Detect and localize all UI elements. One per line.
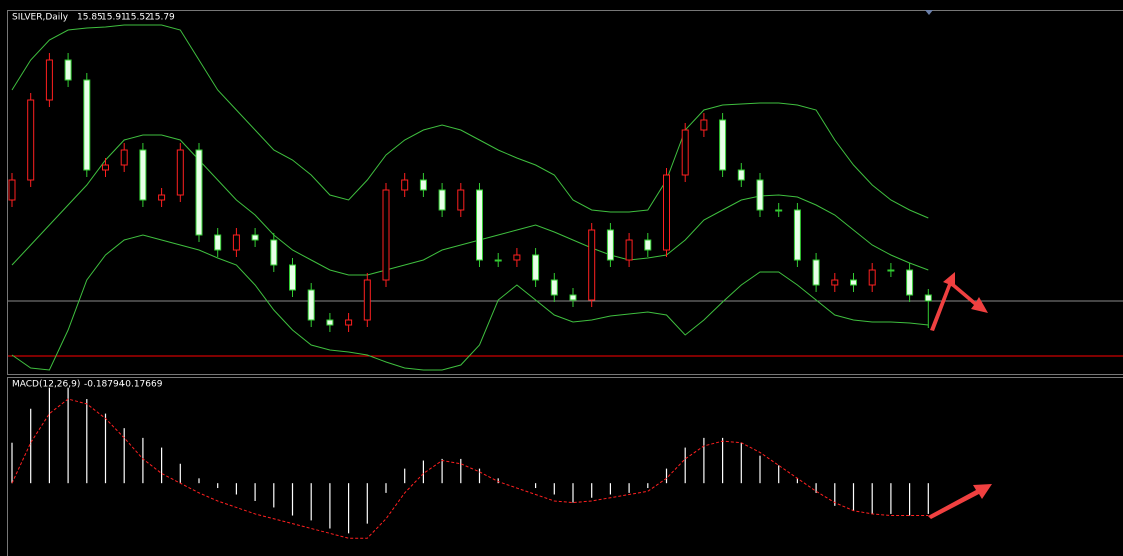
candle-body [176, 149, 184, 196]
candle-body [363, 279, 371, 321]
main-frame [7, 10, 1123, 375]
candle-body [625, 239, 633, 261]
candle-body [906, 269, 914, 296]
candle-body [663, 174, 670, 251]
candle-body [719, 119, 727, 171]
macd-label: MACD(12,26,9) [12, 380, 80, 390]
candle-body [532, 254, 540, 281]
close: 15.79 [149, 13, 175, 23]
candle-body [64, 59, 72, 81]
candle-body [737, 169, 745, 181]
candle-body [438, 189, 446, 211]
candle-body [401, 179, 409, 191]
candle-body [588, 229, 596, 301]
candle-body [550, 279, 558, 296]
shift-marker [925, 10, 933, 15]
candle-body [513, 254, 521, 261]
candle-body [793, 209, 801, 261]
candle-body [158, 194, 166, 201]
arrow-up [930, 272, 955, 331]
candle-body [232, 234, 240, 251]
candle-body [382, 189, 390, 281]
candle-body [419, 179, 427, 191]
candle-body [307, 289, 315, 321]
arrow-down [948, 280, 988, 313]
candle-body [195, 149, 203, 236]
symbol: SILVER,Daily [12, 13, 69, 23]
candle-body [476, 189, 483, 261]
candle-body [868, 269, 876, 286]
candle-body [289, 264, 296, 291]
candle-body [345, 319, 353, 326]
candle-body [45, 59, 53, 101]
candle-body [681, 129, 689, 176]
annotation-arrows [928, 272, 992, 519]
candle-body [569, 294, 577, 301]
macd-frame [7, 377, 1123, 556]
candle-body [606, 229, 614, 261]
candle-body [326, 319, 334, 326]
open: 15.85 [77, 13, 103, 23]
macd-value: -0.18794 [84, 380, 125, 390]
candle-body [831, 279, 839, 286]
bollinger-band [11, 234, 929, 371]
arrow-macd [928, 484, 992, 519]
candle-body [494, 259, 502, 262]
bollinger-band [11, 134, 929, 276]
candle-body [812, 259, 820, 286]
candle-body [775, 209, 783, 212]
candle-body [120, 149, 128, 166]
candle-body [83, 79, 91, 171]
candle-body [27, 99, 35, 181]
candle-body [102, 164, 109, 171]
candle-body [700, 119, 708, 131]
candle-body [756, 179, 764, 211]
bollinger-band [11, 24, 929, 219]
candle-body [251, 234, 259, 241]
candle-body [214, 234, 222, 251]
candle-body [887, 269, 895, 272]
candle-body [8, 179, 16, 201]
candle-body [270, 239, 278, 266]
macd-signal [11, 398, 929, 539]
high: 15.91 [101, 13, 127, 23]
low: 15.52 [125, 13, 151, 23]
candle-body [139, 149, 147, 201]
candle-body [457, 189, 465, 211]
candle-body [644, 239, 652, 251]
signal-value: -0.17669 [122, 380, 163, 390]
candle-body [850, 279, 857, 286]
candle-body [924, 294, 932, 302]
